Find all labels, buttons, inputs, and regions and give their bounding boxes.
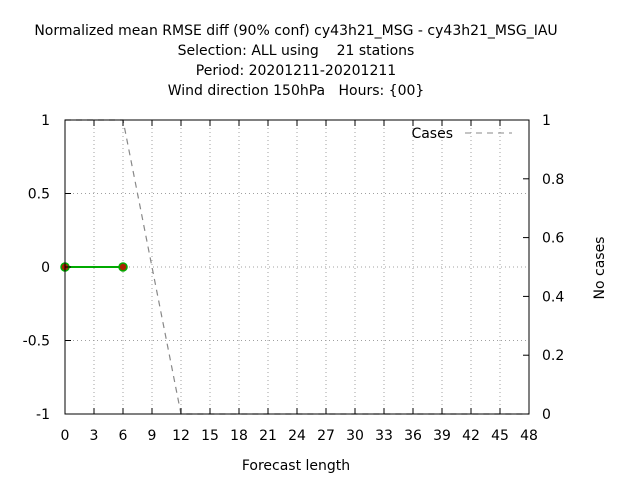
x-tick-label: 15 bbox=[201, 428, 219, 444]
x-tick-label: 0 bbox=[61, 428, 70, 444]
x-tick-label: 45 bbox=[491, 428, 509, 444]
legend: Cases bbox=[411, 126, 512, 142]
title-line-2: Selection: ALL using 21 stations bbox=[178, 43, 415, 59]
x-tick-label: 12 bbox=[172, 428, 190, 444]
x-tick-label: 42 bbox=[462, 428, 480, 444]
x-tick-label: 48 bbox=[520, 428, 538, 444]
x-tick-label: 30 bbox=[346, 428, 364, 444]
grid bbox=[65, 120, 529, 414]
x-tick-label: 21 bbox=[259, 428, 277, 444]
y2-tick-label: 0.4 bbox=[542, 289, 564, 305]
x-tick-label: 3 bbox=[90, 428, 99, 444]
title-line-3: Period: 20201211-20201211 bbox=[196, 63, 396, 79]
x-tick-label: 24 bbox=[288, 428, 306, 444]
y-tick-label: 0.5 bbox=[28, 187, 50, 203]
legend-label-cases: Cases bbox=[411, 126, 453, 142]
title-line-1: Normalized mean RMSE diff (90% conf) cy4… bbox=[34, 23, 557, 39]
y2-tick-label: 1 bbox=[542, 113, 551, 129]
y-axis-ticks: -1 -0.5 0 0.5 1 bbox=[23, 113, 71, 423]
y2-axis-ticks: 0 0.2 0.4 0.6 0.8 1 bbox=[523, 113, 564, 423]
x-axis-ticks: 0 3 6 9 12 15 18 21 24 27 30 33 36 39 42 45 48 bbox=[61, 120, 538, 444]
y2-tick-label: 0 bbox=[542, 407, 551, 423]
x-tick-label: 9 bbox=[148, 428, 157, 444]
y2-tick-label: 0.6 bbox=[542, 231, 564, 247]
x-tick-label: 6 bbox=[119, 428, 128, 444]
x-tick-label: 39 bbox=[433, 428, 451, 444]
x-axis-label: Forecast length bbox=[242, 458, 350, 474]
y2-tick-label: 0.2 bbox=[542, 348, 564, 364]
y2-axis-label: No cases bbox=[592, 237, 608, 300]
x-tick-label: 18 bbox=[230, 428, 248, 444]
y-tick-label: -1 bbox=[36, 407, 50, 423]
x-tick-label: 27 bbox=[317, 428, 335, 444]
y-tick-label: 0 bbox=[41, 260, 50, 276]
x-tick-label: 33 bbox=[375, 428, 393, 444]
chart-title: Normalized mean RMSE diff (90% conf) cy4… bbox=[34, 23, 557, 99]
title-line-4: Wind direction 150hPa Hours: {00} bbox=[168, 83, 425, 99]
y-tick-label: -0.5 bbox=[23, 334, 50, 350]
x-tick-label: 36 bbox=[404, 428, 422, 444]
y-tick-label: 1 bbox=[41, 113, 50, 129]
y2-tick-label: 0.8 bbox=[542, 172, 564, 188]
data-point bbox=[118, 262, 128, 272]
